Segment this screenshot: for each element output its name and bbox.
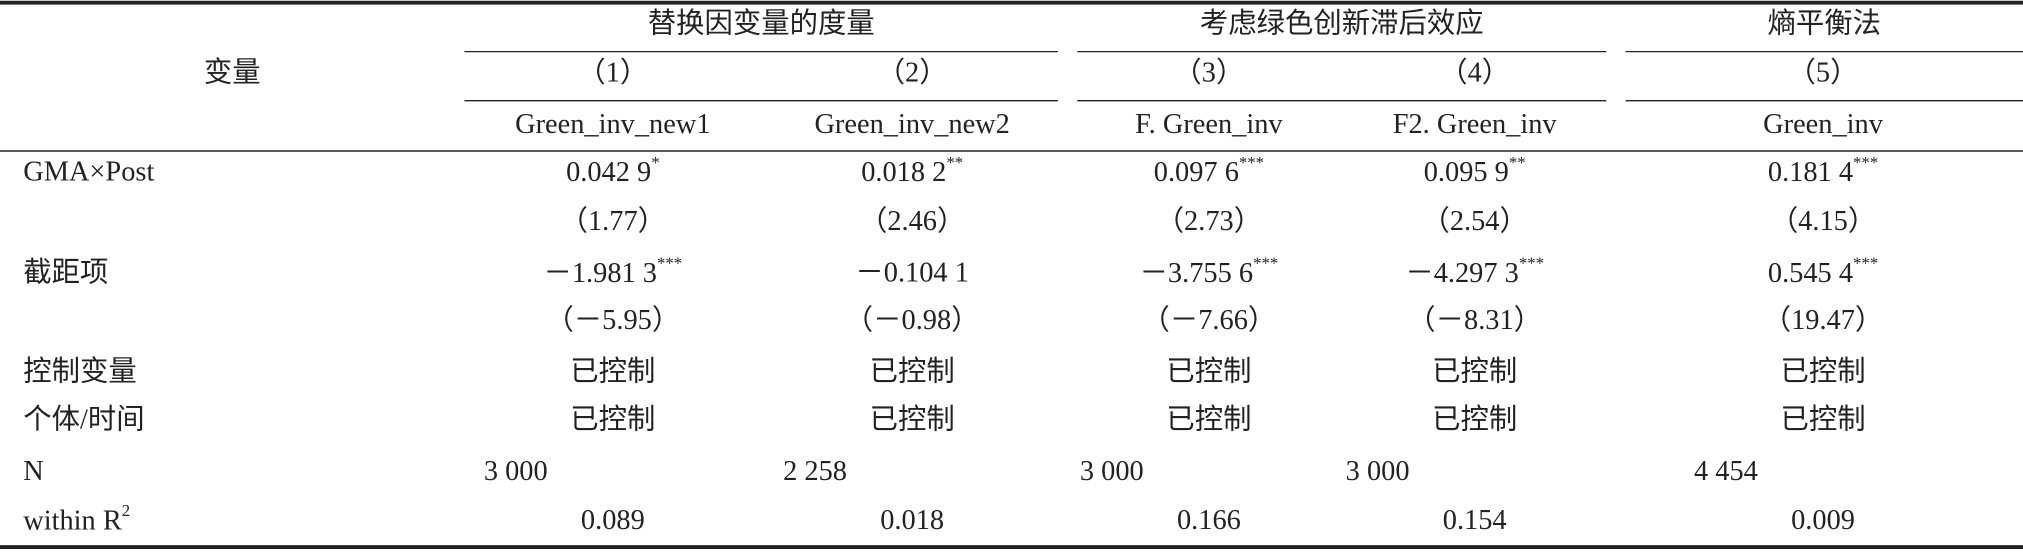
significance-stars: ***: [1239, 153, 1264, 172]
row-label: 控制变量: [23, 356, 136, 388]
cell: 0.154: [1443, 505, 1507, 536]
coefficient: －4.297 3: [1405, 257, 1518, 288]
dependent-variable: Green_inv_new2: [814, 109, 1009, 140]
cell: 已控制: [1432, 403, 1517, 435]
dependent-variable: F2. Green_inv: [1393, 109, 1558, 140]
column-number: （5）: [1788, 56, 1859, 88]
cell: 已控制: [870, 356, 955, 388]
cell: （2.54）: [1421, 205, 1527, 237]
row-label-header: 变量: [204, 56, 261, 88]
row-label: N: [23, 456, 44, 487]
significance-stars: ***: [657, 253, 682, 272]
cell: 已控制: [570, 356, 655, 388]
coefficient: －3.755 6: [1140, 257, 1254, 288]
column-number: （1）: [577, 56, 648, 88]
cell: 0.009: [1791, 505, 1855, 536]
coefficient: 0.181 4: [1768, 157, 1853, 188]
coefficient: 0.095 9: [1424, 157, 1509, 188]
cell: 3 000: [484, 456, 548, 487]
cell: 已控制: [1166, 403, 1251, 435]
significance-stars: ***: [1853, 253, 1878, 272]
significance-stars: **: [946, 153, 963, 172]
dependent-variable: Green_inv: [1763, 109, 1884, 140]
group-title: 替换因变量的度量: [648, 7, 875, 39]
superscript: 2: [122, 501, 130, 520]
cell: 3 000: [1080, 456, 1144, 487]
significance-stars: *: [651, 153, 659, 172]
cell: 已控制: [870, 403, 955, 435]
significance-stars: ***: [1253, 253, 1278, 272]
cell: 已控制: [1780, 403, 1865, 435]
cell: （－5.95）: [545, 304, 680, 336]
significance-stars: **: [1509, 153, 1526, 172]
row-label: 个体/时间: [23, 403, 144, 435]
cell: 已控制: [1432, 356, 1517, 388]
column-number: （3）: [1173, 56, 1244, 88]
column-number: （2）: [877, 56, 948, 88]
coefficient: 0.545 4: [1768, 257, 1853, 288]
row-label: 截距项: [23, 256, 108, 288]
cell: （2.73）: [1156, 205, 1262, 237]
cell: 0.545 4***: [1768, 253, 1878, 288]
cell: －1.981 3***: [544, 253, 683, 288]
cell: （－8.31）: [1407, 304, 1542, 336]
cell: （1.77）: [560, 205, 666, 237]
cell: 0.166: [1177, 505, 1241, 536]
cell: 已控制: [1166, 356, 1251, 388]
cell: 3 000: [1346, 456, 1410, 487]
cell: （4.15）: [1770, 205, 1876, 237]
cell: 0.018: [880, 505, 944, 536]
cell: 0.042 9*: [566, 153, 660, 188]
cell: －4.297 3***: [1405, 253, 1544, 288]
coefficient: 0.018 2: [861, 157, 946, 188]
cell: 2 258: [783, 456, 847, 487]
group-title: 考虑绿色创新滞后效应: [1200, 7, 1484, 39]
cell: 0.018 2**: [861, 153, 963, 188]
coefficient: －1.981 3: [544, 257, 658, 288]
significance-stars: ***: [1853, 153, 1878, 172]
cell: 已控制: [570, 403, 655, 435]
column-number: （4）: [1439, 56, 1510, 88]
dependent-variable: Green_inv_new1: [515, 109, 710, 140]
cell: （－0.98）: [845, 304, 980, 336]
cell: （－7.66）: [1142, 304, 1277, 336]
cell: 0.095 9**: [1424, 153, 1526, 188]
row-label: within R2: [23, 501, 130, 536]
row-label-text: within R: [23, 505, 122, 536]
cell: 已控制: [1780, 356, 1865, 388]
cell: 0.089: [581, 505, 645, 536]
cell: 0.097 6***: [1154, 153, 1264, 188]
cell: －3.755 6***: [1140, 253, 1279, 288]
group-title: 熵平衡法: [1768, 7, 1881, 39]
row-label: GMA×Post: [23, 157, 154, 188]
cell: 4 454: [1694, 456, 1758, 487]
dependent-variable: F. Green_inv: [1135, 109, 1283, 140]
cell: 0.181 4***: [1768, 153, 1878, 188]
cell: （19.47）: [1763, 304, 1884, 336]
significance-stars: ***: [1519, 253, 1544, 272]
cell: （2.46）: [859, 205, 965, 237]
cell: －0.104 1: [855, 257, 969, 288]
coefficient: 0.097 6: [1154, 157, 1239, 188]
coefficient: 0.042 9: [566, 157, 651, 188]
